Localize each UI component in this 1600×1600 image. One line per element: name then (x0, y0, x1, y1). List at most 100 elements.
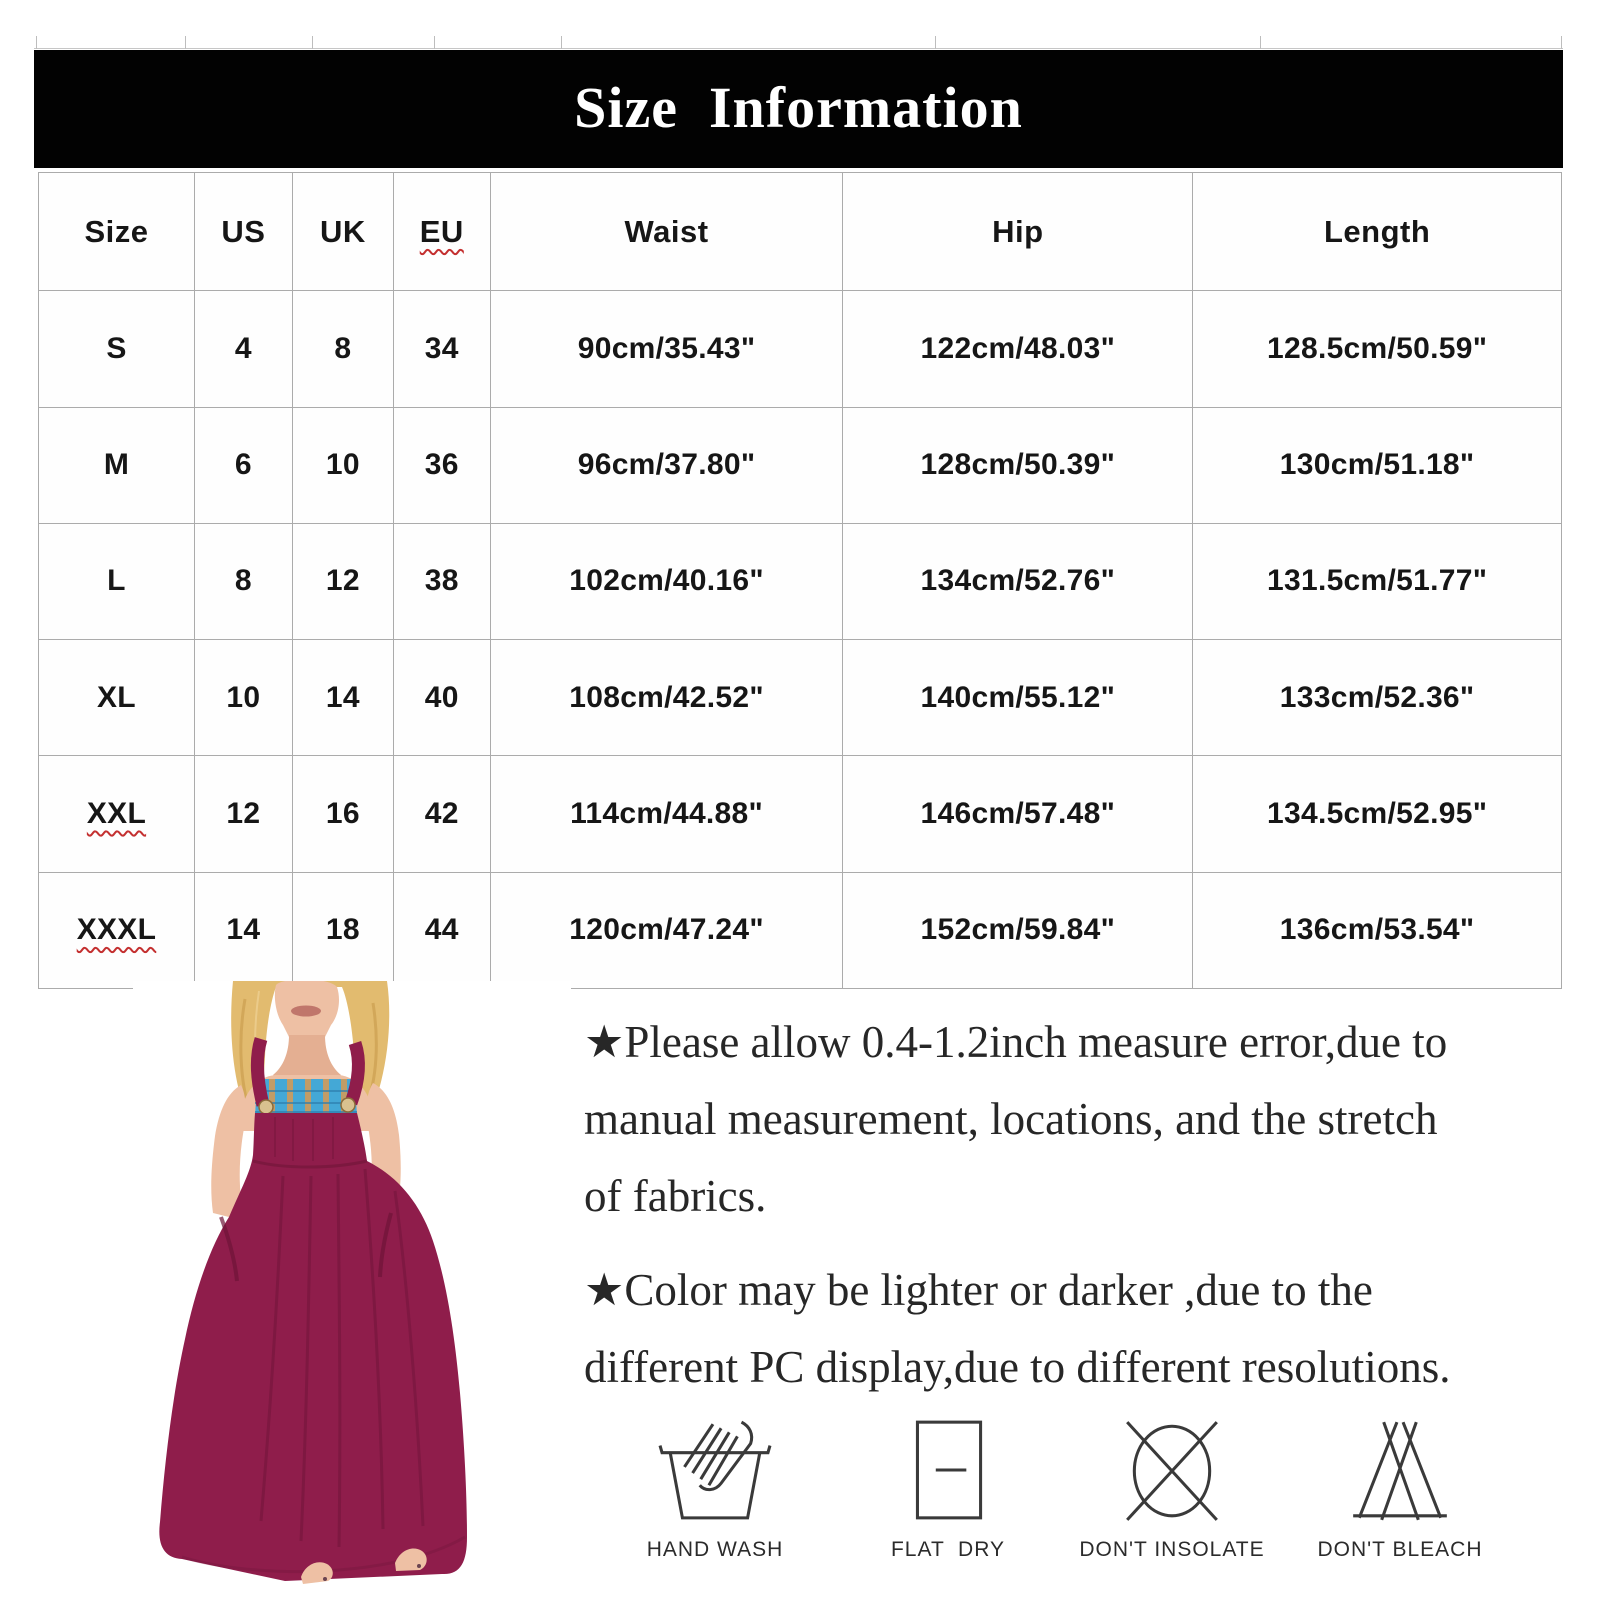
uk-value: 10 (325, 448, 360, 482)
col-header-us: US (193, 171, 293, 292)
hip-value: 146cm/57.48" (920, 797, 1116, 831)
cell-size: XXXL (38, 871, 195, 990)
flat-dry-icon (915, 1420, 983, 1520)
waist-value: 96cm/37.80" (577, 448, 756, 482)
col-header-hip: Hip (842, 171, 1194, 292)
col-header-waist: Waist (489, 171, 844, 292)
table-row-l: L 8 12 38 102cm/40.16" 134cm/52.76" 131.… (38, 522, 1562, 641)
cell-eu: 44 (392, 871, 491, 990)
size-information-banner: Size Information (34, 50, 1563, 168)
note-line: ★Please allow 0.4-1.2inch measure error,… (584, 1017, 1448, 1067)
cell-hip: 128cm/50.39" (842, 406, 1194, 524)
size-label: XXXL (76, 913, 157, 947)
waist-value: 90cm/35.43" (577, 331, 756, 365)
care-label: HAND WASH (646, 1538, 784, 1561)
cell-hip: 134cm/52.76" (842, 522, 1194, 641)
waist-value: 120cm/47.24" (569, 913, 764, 947)
model-in-jumpsuit-illustration (159, 981, 467, 1584)
uk-value: 16 (325, 797, 360, 831)
hip-value: 134cm/52.76" (920, 564, 1116, 598)
cell-eu: 40 (392, 639, 491, 757)
col-header-uk: UK (291, 171, 394, 292)
top-hairline (34, 48, 1563, 49)
col-header-label: US (221, 213, 266, 249)
note-line: manual measurement, locations, and the s… (584, 1094, 1438, 1144)
hip-value: 128cm/50.39" (920, 448, 1116, 482)
cell-eu: 38 (392, 522, 491, 641)
cell-uk: 12 (291, 522, 394, 641)
size-chart-table: Size US UK EU Waist Hip Length S 4 8 34 … (38, 171, 1562, 990)
waist-value: 114cm/44.88" (570, 797, 764, 831)
cell-eu: 42 (392, 755, 491, 873)
page-title: Size Information (574, 75, 1023, 140)
cell-length: 128.5cm/50.59" (1192, 290, 1562, 408)
top-gridline-stub (185, 36, 186, 49)
note-line: of fabrics. (584, 1171, 767, 1221)
care-label: FLAT DRY (890, 1538, 1006, 1561)
eu-value: 34 (424, 331, 459, 365)
waist-value: 102cm/40.16" (569, 564, 764, 598)
top-gridline-stub (935, 36, 936, 49)
care-item-flat-dry: FLAT DRY (833, 1414, 1063, 1562)
cell-hip: 122cm/48.03" (842, 290, 1194, 408)
cell-waist: 108cm/42.52" (489, 639, 844, 757)
eu-value: 44 (424, 913, 459, 947)
top-gridline-stub (36, 36, 37, 49)
feet-shape (301, 1548, 427, 1584)
cell-waist: 114cm/44.88" (489, 755, 844, 873)
cell-eu: 34 (392, 290, 491, 408)
eu-value: 42 (424, 797, 459, 831)
plaid-top (255, 1079, 357, 1117)
col-header-label: Size (84, 213, 149, 249)
cell-size: L (38, 522, 195, 641)
eu-value: 40 (424, 680, 459, 714)
care-item-dont-bleach: DON'T BLEACH (1285, 1414, 1515, 1562)
top-gridline-stub (1561, 36, 1562, 49)
col-header-label: Hip (992, 213, 1044, 249)
cell-waist: 90cm/35.43" (489, 290, 844, 408)
top-gridline-stub (434, 36, 435, 49)
us-value: 14 (226, 913, 261, 947)
hip-value: 122cm/48.03" (920, 331, 1116, 365)
uk-value: 18 (325, 913, 360, 947)
size-label: XL (97, 680, 136, 714)
care-label: DON'T INSOLATE (1079, 1538, 1265, 1561)
eu-value: 38 (424, 564, 459, 598)
length-value: 130cm/51.18" (1279, 448, 1475, 482)
cell-hip: 152cm/59.84" (842, 871, 1194, 990)
cell-uk: 10 (291, 406, 394, 524)
uk-value: 12 (325, 564, 360, 598)
cell-us: 14 (193, 871, 293, 990)
eu-value: 36 (424, 448, 459, 482)
care-item-dont-insolate: DON'T INSOLATE (1057, 1414, 1287, 1562)
table-header-row: Size US UK EU Waist Hip Length (38, 171, 1562, 292)
cell-us: 8 (193, 522, 293, 641)
us-value: 10 (226, 680, 261, 714)
col-header-label: Length (1323, 213, 1431, 249)
cell-size: M (38, 406, 195, 524)
hip-value: 152cm/59.84" (920, 913, 1116, 947)
size-label: M (103, 448, 130, 482)
col-header-label: Waist (624, 213, 709, 249)
cell-uk: 18 (291, 871, 394, 990)
cell-us: 6 (193, 406, 293, 524)
cell-hip: 146cm/57.48" (842, 755, 1194, 873)
note-line: different PC display,due to different re… (584, 1342, 1451, 1392)
hand-wash-icon (658, 1420, 772, 1520)
cell-uk: 8 (291, 290, 394, 408)
table-row-xxl: XXL 12 16 42 114cm/44.88" 146cm/57.48" 1… (38, 755, 1562, 873)
cell-length: 134.5cm/52.95" (1192, 755, 1562, 873)
col-header-label: EU (419, 213, 464, 249)
hip-value: 140cm/55.12" (920, 680, 1116, 714)
care-label: DON'T BLEACH (1317, 1538, 1483, 1561)
cell-hip: 140cm/55.12" (842, 639, 1194, 757)
uk-value: 14 (325, 680, 360, 714)
cell-length: 131.5cm/51.77" (1192, 522, 1562, 641)
size-label: S (106, 331, 127, 365)
col-header-label: UK (319, 213, 366, 249)
jumpsuit-body (159, 1113, 467, 1581)
cell-waist: 102cm/40.16" (489, 522, 844, 641)
table-row-xxxl: XXXL 14 18 44 120cm/47.24" 152cm/59.84" … (38, 871, 1562, 990)
size-label: L (107, 564, 126, 598)
